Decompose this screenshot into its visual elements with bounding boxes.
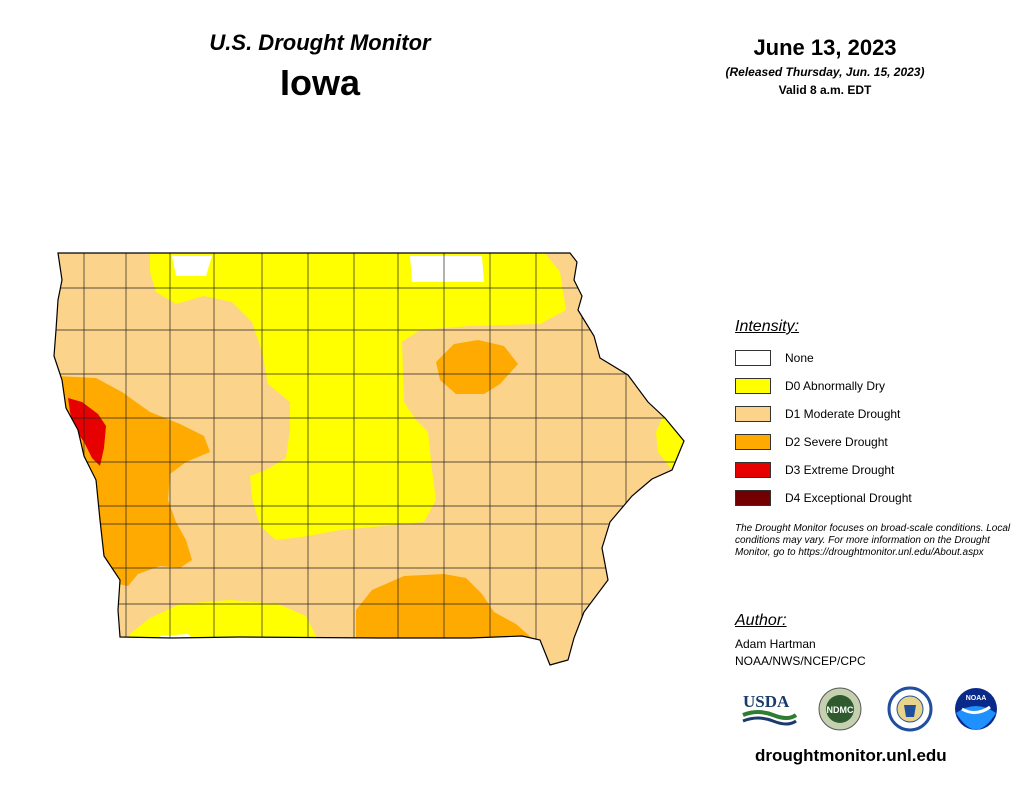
legend-swatch-d1 [735, 406, 771, 422]
d0-region-south [130, 600, 318, 640]
map-date: June 13, 2023 [753, 35, 897, 60]
svg-text:USDA: USDA [743, 692, 790, 711]
legend-label-d0: D0 Abnormally Dry [785, 379, 886, 393]
legend-item-d1: D1 Moderate Drought [735, 400, 1015, 428]
none-region-north [410, 256, 484, 282]
d0-region-central [150, 253, 566, 540]
legend-swatch-d4 [735, 490, 771, 506]
legend-label-d4: D4 Exceptional Drought [785, 491, 912, 505]
legend-item-d3: D3 Extreme Drought [735, 456, 1015, 484]
svg-text:NOAA: NOAA [966, 695, 987, 702]
legend-label-d3: D3 Extreme Drought [785, 463, 895, 477]
legend-swatch-d0 [735, 378, 771, 394]
legend-swatch-d3 [735, 462, 771, 478]
release-date: (Released Thursday, Jun. 15, 2023) [725, 65, 925, 79]
d2-region-south [356, 574, 534, 640]
legend-item-d4: D4 Exceptional Drought [735, 484, 1015, 512]
svg-text:NDMC: NDMC [827, 705, 854, 715]
legend-item-none: None [735, 344, 1015, 372]
ndmc-logo: NDMC [818, 687, 862, 731]
partner-logos: USDA NDMC NOAA [742, 686, 997, 732]
legend-swatch-d2 [735, 434, 771, 450]
legend-label-d2: D2 Severe Drought [785, 435, 888, 449]
iowa-state-outline [53, 252, 685, 666]
legend-label-none: None [785, 351, 814, 365]
author-name: Adam Hartman [735, 637, 816, 651]
site-url[interactable]: droughtmonitor.unl.edu [755, 746, 947, 765]
legend-label-d1: D1 Moderate Drought [785, 407, 901, 421]
legend-item-d2: D2 Severe Drought [735, 428, 1015, 456]
legend-item-d0: D0 Abnormally Dry [735, 372, 1015, 400]
date-block: June 13, 2023 (Released Thursday, Jun. 1… [670, 35, 980, 97]
author-heading: Author: [735, 612, 787, 629]
none-region-northwest [172, 256, 212, 276]
iowa-drought-map [53, 252, 685, 666]
d3-region-west [68, 398, 106, 466]
valid-time: Valid 8 a.m. EDT [778, 83, 872, 97]
noaa-logo: NOAA [955, 688, 997, 730]
legend-swatch-none [735, 350, 771, 366]
state-name: Iowa [279, 62, 360, 103]
author-org: NOAA/NWS/NCEP/CPC [735, 654, 866, 668]
author-block: Author: Adam Hartman NOAA/NWS/NCEP/CPC [735, 612, 1015, 670]
legend-heading: Intensity: [735, 318, 800, 335]
monitor-title: U.S. Drought Monitor [209, 30, 431, 55]
usda-logo: USDA [742, 692, 798, 726]
d2-region-northeast [436, 340, 518, 394]
disclaimer-note: The Drought Monitor focuses on broad-sca… [735, 523, 1011, 558]
legend: Intensity: None D0 Abnormally Dry D1 Mod… [735, 318, 1015, 512]
title-block: U.S. Drought Monitor Iowa [150, 30, 490, 104]
commerce-seal-logo [887, 686, 933, 732]
